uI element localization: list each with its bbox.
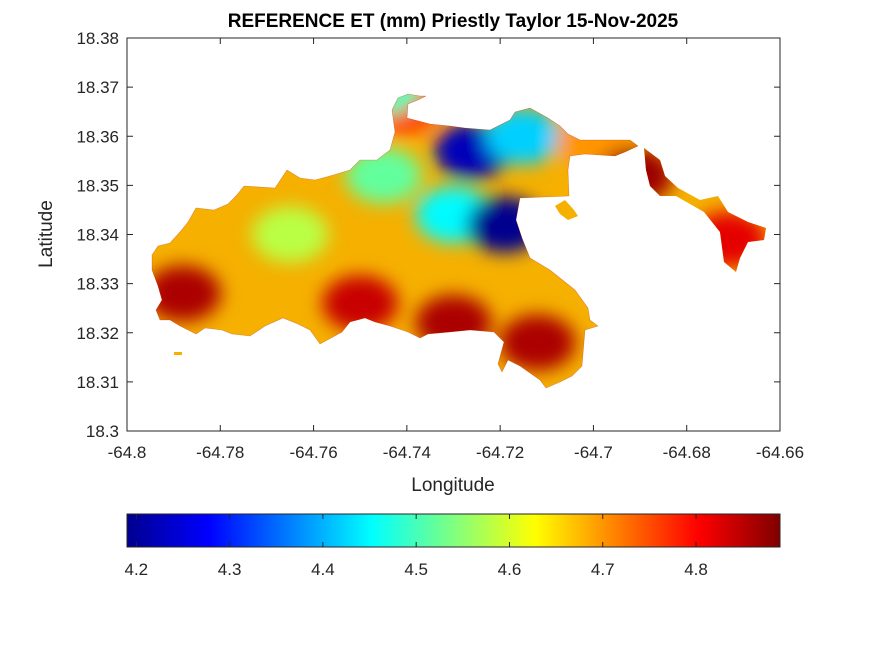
x-tick-label: -64.66	[756, 443, 804, 462]
colorbar-tick-label: 4.8	[684, 560, 708, 579]
y-tick-label: 18.34	[76, 226, 119, 245]
chart-title: REFERENCE ET (mm) Priestly Taylor 15-Nov…	[228, 11, 679, 32]
x-tick-label: -64.74	[383, 443, 431, 462]
y-tick-label: 18.38	[76, 29, 119, 48]
x-tick-label: -64.7	[574, 443, 613, 462]
et-region-mark	[499, 314, 576, 371]
et-region-mark	[252, 206, 329, 263]
y-tick-label: 18.31	[76, 373, 119, 392]
island-outline	[151, 93, 639, 389]
y-axis: 18.3 18.31 18.32 18.33 18.34 18.35 18.36 18.37 1…	[76, 29, 780, 441]
x-axis: -64.8 -64.78 -64.76 -64.74 -64.72 -64.7 -64.68…	[108, 38, 804, 462]
y-tick-label: 18.3	[86, 422, 119, 441]
x-tick-label: -64.78	[196, 443, 244, 462]
colorbar-tick-label: 4.2	[125, 560, 149, 579]
et-region-mark	[152, 265, 221, 322]
colorbar-tick-label: 4.3	[218, 560, 242, 579]
et-region-mark	[345, 147, 422, 204]
y-tick-label: 18.36	[76, 127, 119, 146]
colorbar	[126, 513, 781, 548]
y-tick-label: 18.35	[76, 176, 119, 195]
y-tick-label: 18.37	[76, 78, 119, 97]
y-axis-label: Latitude	[36, 200, 57, 268]
colorbar-ticks: 4.2 4.3 4.4 4.5 4.6 4.7 4.8	[125, 514, 708, 579]
y-tick-label: 18.32	[76, 324, 119, 343]
x-tick-label: -64.76	[289, 443, 337, 462]
y-tick-label: 18.33	[76, 275, 119, 294]
colorbar-tick-label: 4.4	[311, 560, 335, 579]
colorbar-tick-label: 4.6	[498, 560, 522, 579]
colorbar-tick-label: 4.5	[404, 560, 428, 579]
x-axis-label: Longitude	[411, 475, 494, 496]
x-tick-label: -64.68	[663, 443, 711, 462]
x-tick-label: -64.72	[476, 443, 524, 462]
x-tick-label: -64.8	[108, 443, 147, 462]
colorbar-tick-label: 4.7	[591, 560, 615, 579]
et-region-mark	[322, 275, 399, 332]
